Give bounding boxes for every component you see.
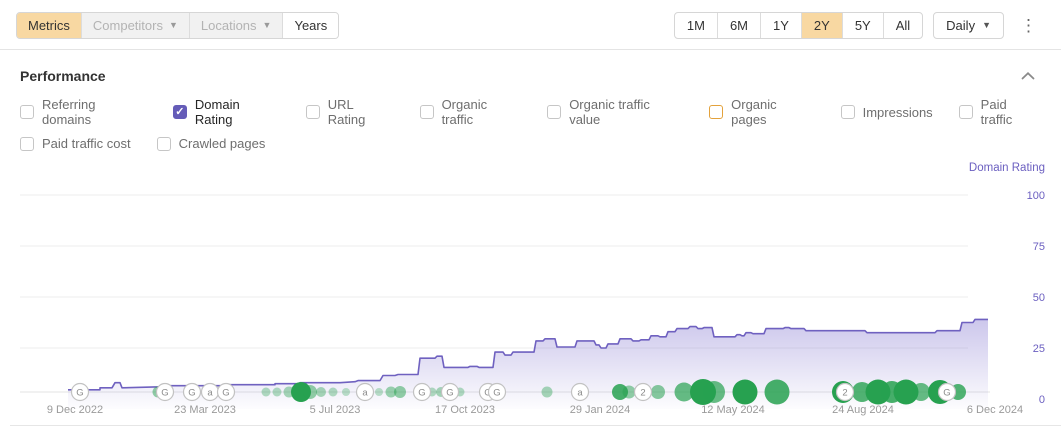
checkbox-label: Referring domains (42, 97, 96, 127)
kebab-menu-icon[interactable]: ⋮ (1014, 15, 1043, 36)
chevron-down-icon: ▼ (168, 20, 178, 30)
svg-text:29 Jan 2024: 29 Jan 2024 (570, 404, 631, 416)
svg-text:0: 0 (1039, 394, 1045, 406)
collapse-panel-button[interactable] (1019, 66, 1037, 85)
tab-label: Competitors (92, 18, 163, 33)
checkbox-row: Referring domains Domain Rating URL Rating… (20, 97, 1041, 127)
svg-text:G: G (446, 388, 453, 399)
checkbox-icon (419, 105, 434, 119)
svg-text:9 Dec 2022: 9 Dec 2022 (47, 404, 103, 416)
tab-label: Years (294, 18, 328, 33)
svg-text:G: G (418, 388, 425, 399)
range-5y[interactable]: 5Y (841, 13, 883, 38)
svg-text:G: G (161, 388, 168, 399)
svg-text:17 Oct 2023: 17 Oct 2023 (435, 404, 495, 416)
metric-checkbox-domain-rating[interactable]: Domain Rating (172, 97, 280, 127)
checkbox-row: Paid traffic cost Crawled pages (20, 136, 1041, 151)
svg-text:2: 2 (640, 388, 645, 399)
svg-text:75: 75 (1033, 241, 1045, 253)
chevron-down-icon: ▼ (262, 20, 272, 30)
svg-text:G: G (943, 388, 950, 399)
checkbox-icon (547, 105, 562, 119)
checkbox-label: Impressions (862, 104, 933, 120)
range-6m[interactable]: 6M (716, 13, 760, 38)
svg-text:25: 25 (1033, 343, 1045, 355)
tab-label: Metrics (28, 18, 70, 33)
checkbox-label: Organic traffic (441, 97, 488, 127)
toolbar-divider (0, 49, 1061, 50)
range-all[interactable]: All (882, 13, 922, 38)
time-controls: 1M 6M 1Y 2Y 5Y All Daily ▼ ⋮ (673, 12, 1043, 39)
tab-metrics[interactable]: Metrics (17, 13, 81, 38)
svg-text:G: G (76, 388, 83, 399)
checkbox-icon (958, 105, 973, 119)
metric-checkbox-referring-domains[interactable]: Referring domains (20, 97, 147, 127)
checkbox-icon (20, 136, 34, 151)
svg-text:2: 2 (842, 388, 847, 399)
checkbox-icon (709, 105, 724, 119)
chevron-down-icon: ▼ (982, 20, 991, 30)
svg-text:Domain Rating: Domain Rating (969, 162, 1045, 174)
svg-text:5 Jul 2023: 5 Jul 2023 (310, 404, 361, 416)
view-switcher-group: Metrics Competitors ▼ Locations ▼ Years (16, 12, 340, 39)
metric-checkbox-paid-traffic-cost[interactable]: Paid traffic cost (20, 136, 131, 151)
performance-header: Performance (0, 50, 1061, 93)
metric-checkbox-impressions[interactable]: Impressions (840, 104, 933, 120)
checkbox-icon (840, 105, 855, 119)
svg-text:a: a (577, 388, 583, 399)
metric-checkbox-organic-pages[interactable]: Organic pages (709, 97, 814, 127)
toolbar: Metrics Competitors ▼ Locations ▼ Years 1M 6M 1… (0, 0, 1061, 49)
svg-text:23 Mar 2023: 23 Mar 2023 (174, 404, 236, 416)
granularity-dropdown[interactable]: Daily ▼ (933, 12, 1004, 39)
checked-checkbox-icon (172, 105, 187, 119)
metric-checkbox-organic-traffic[interactable]: Organic traffic (419, 97, 522, 127)
svg-text:12 May 2024: 12 May 2024 (701, 404, 765, 416)
domain-rating-chart: Domain Rating1007550250GGGaGaGGGGa22G9 D… (0, 157, 1061, 430)
chart-canvas: Domain Rating1007550250GGGaGaGGGGa22G9 D… (20, 162, 1045, 416)
tab-locations[interactable]: Locations ▼ (188, 13, 283, 38)
checkbox-label: Organic traffic value (569, 97, 650, 127)
checkbox-label: URL Rating (327, 97, 366, 127)
range-1y[interactable]: 1Y (760, 13, 801, 38)
checkbox-label: Domain Rating (194, 97, 240, 127)
checkbox-label: Paid traffic (980, 97, 1013, 127)
panel-title: Performance (20, 67, 106, 84)
chevron-up-icon (1021, 71, 1035, 80)
svg-text:a: a (362, 388, 368, 399)
metric-checkbox-organic-traffic-value[interactable]: Organic traffic value (547, 97, 683, 127)
checkbox-label: Paid traffic cost (42, 136, 131, 151)
svg-text:a: a (207, 388, 213, 399)
granularity-label: Daily (946, 18, 976, 33)
checkbox-label: Organic pages (731, 97, 777, 127)
svg-text:G: G (188, 388, 195, 399)
svg-text:G: G (222, 388, 229, 399)
range-2y[interactable]: 2Y (800, 13, 842, 38)
checkbox-icon (20, 105, 34, 119)
svg-text:24 Aug 2024: 24 Aug 2024 (832, 404, 894, 416)
checkbox-icon (156, 136, 171, 151)
svg-text:50: 50 (1033, 292, 1045, 304)
svg-text:100: 100 (1027, 190, 1045, 202)
svg-text:6 Dec 2024: 6 Dec 2024 (967, 404, 1023, 416)
metric-checkbox-list: Referring domains Domain Rating URL Rating… (0, 93, 1061, 151)
checkbox-icon (305, 105, 320, 119)
tab-competitors[interactable]: Competitors ▼ (80, 13, 189, 38)
date-range-group: 1M 6M 1Y 2Y 5Y All (673, 12, 924, 39)
bottom-divider (10, 425, 1061, 426)
metric-checkbox-paid-traffic[interactable]: Paid traffic (958, 97, 1041, 127)
range-1m[interactable]: 1M (675, 13, 717, 38)
svg-text:G: G (493, 388, 500, 399)
metric-checkbox-url-rating[interactable]: URL Rating (305, 97, 394, 127)
checkbox-label: Crawled pages (178, 136, 266, 151)
metric-checkbox-crawled-pages[interactable]: Crawled pages (156, 136, 266, 151)
tab-years[interactable]: Years (282, 13, 339, 38)
tab-label: Locations (200, 18, 257, 33)
